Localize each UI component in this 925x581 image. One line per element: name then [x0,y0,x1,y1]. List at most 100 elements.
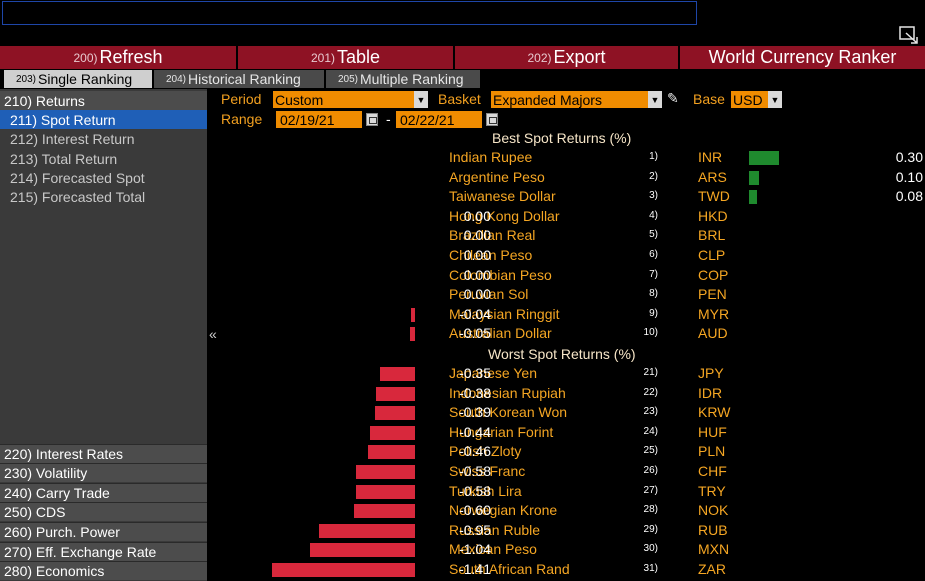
table-button[interactable]: 201) Table [238,46,455,69]
collapse-sidebar-icon[interactable]: « [209,326,217,342]
sidebar-item-cds[interactable]: 250) CDS [0,502,207,521]
rank-number: 9) [649,307,658,319]
positive-return-bar [749,151,779,165]
rank-number: 2) [649,170,658,182]
currency-code: JPY [698,365,724,381]
currency-name: Malaysian Ringgit [449,305,560,322]
ranking-row[interactable]: 4) Hong Kong Dollar HKD 0.00 [210,208,925,227]
sidebar-item-interest-return[interactable]: 212) Interest Return [10,130,135,147]
ranking-row[interactable]: 1) Indian Rupee INR 0.30 [210,149,925,168]
sidebar-item-forecasted-total[interactable]: 215) Forecasted Total [10,188,146,205]
chevron-down-icon: ▼ [648,91,662,108]
calendar-icon[interactable] [366,113,378,126]
ranking-row[interactable]: 27) Turkish Lira TRY -0.58 [210,483,925,502]
sidebar-item-economics[interactable]: 280) Economics [0,561,207,580]
return-value: -0.60 [459,502,491,519]
rank-number: 30) [643,543,658,555]
rank-number: 29) [643,523,658,535]
ranking-row[interactable]: 28) Norwegian Krone NOK -0.60 [210,502,925,521]
ranking-row[interactable]: 7) Colombian Peso COP 0.00 [210,267,925,286]
currency-name: Australian Dollar [449,325,552,342]
ranking-row[interactable]: 31) South African Rand ZAR -1.41 [210,561,925,580]
ranking-row[interactable]: 26) Swiss Franc CHF -0.58 [210,463,925,482]
sidebar-item-spot-return[interactable]: 211) Spot Return [0,110,207,129]
return-value: -0.95 [459,521,491,538]
currency-code: AUD [698,325,728,342]
ranking-row[interactable]: 10) Australian Dollar AUD -0.05 [210,325,925,344]
currency-code: TRY [698,482,726,499]
sidebar-item-purch-power[interactable]: 260) Purch. Power [0,522,207,541]
ranking-row[interactable]: 30) Mexican Peso MXN -1.04 [210,541,925,560]
period-dropdown[interactable]: Custom ▼ [273,91,428,108]
rank-number: 26) [643,465,658,476]
sidebar-item-volatility[interactable]: 230) Volatility [0,463,207,482]
calendar-icon[interactable] [486,113,498,126]
period-label: Period [221,91,262,107]
currency-name: Brazilian Real [449,227,536,244]
ranking-row[interactable]: 22) Indonesian Rupiah IDR -0.38 [210,385,925,404]
ranking-row[interactable]: 29) Russian Ruble RUB -0.95 [210,522,925,541]
range-end-input[interactable]: 02/22/21 [396,111,482,128]
ranking-row[interactable]: 3) Taiwanese Dollar TWD 0.08 [210,188,925,207]
currency-name: Argentine Peso [449,168,545,185]
ranking-row[interactable]: 21) Japanese Yen JPY -0.35 [210,365,925,384]
command-input[interactable] [3,2,696,24]
rank-number: 4) [649,209,658,221]
currency-name: Polish Zloty [449,443,522,460]
currency-name: Mexican Peso [449,541,537,558]
chevron-down-icon: ▼ [768,91,782,108]
return-value: -0.05 [459,325,491,342]
return-value: 0.10 [895,168,923,185]
currency-code: RUB [698,521,728,538]
negative-return-bar [368,445,415,460]
ranking-row[interactable]: 24) Hungarian Forint HUF -0.44 [210,424,925,443]
currency-code: NOK [698,502,729,519]
negative-return-bar [356,465,415,479]
return-value: -1.41 [459,561,491,577]
basket-dropdown[interactable]: Expanded Majors ▼ [491,91,662,108]
best-returns-title: Best Spot Returns (%) [492,130,632,146]
return-value: -0.39 [459,404,491,421]
currency-name: Hungarian Forint [449,423,554,440]
ranking-row[interactable]: 25) Polish Zloty PLN -0.46 [210,443,925,462]
tab-multiple-ranking[interactable]: 205) Multiple Ranking [326,70,480,88]
ranking-row[interactable]: 8) Peruvian Sol PEN 0.00 [210,286,925,305]
popout-window-icon[interactable] [898,25,920,45]
currency-code: INR [698,149,723,165]
tab-historical-ranking[interactable]: 204) Historical Ranking [154,70,324,88]
sidebar-item-interest-rates[interactable]: 220) Interest Rates [0,444,207,463]
negative-return-bar [309,543,415,558]
tab-single-ranking[interactable]: 203) Single Ranking [4,70,152,88]
command-line[interactable] [2,1,697,25]
app-title: World Currency Ranker [680,46,925,69]
ranking-row[interactable]: 6) Chilean Peso CLP 0.00 [210,247,925,266]
return-value: 0.08 [895,188,923,205]
ranking-row[interactable]: 23) South Korean Won KRW -0.39 [210,404,925,423]
base-currency-dropdown[interactable]: USD ▼ [731,91,782,108]
refresh-button[interactable]: 200) Refresh [0,46,238,69]
sidebar-item-total-return[interactable]: 213) Total Return [10,150,118,167]
negative-return-bar [379,367,415,381]
ranking-row[interactable]: 2) Argentine Peso ARS 0.10 [210,169,925,188]
currency-name: Indian Rupee [449,149,533,165]
return-value: -0.38 [459,384,491,401]
ranking-row[interactable]: 5) Brazilian Real BRL 0.00 [210,227,925,246]
ranking-row[interactable]: 9) Malaysian Ringgit MYR -0.04 [210,306,925,325]
sidebar-item-forecasted-spot[interactable]: 214) Forecasted Spot [10,169,145,186]
sidebar-item-returns[interactable]: 210) Returns [0,91,207,110]
rank-number: 28) [643,504,658,516]
range-separator: - [386,111,391,127]
range-start-input[interactable]: 02/19/21 [276,111,362,128]
export-button[interactable]: 202) Export [455,46,680,69]
rank-number: 27) [643,484,658,496]
currency-code: COP [698,266,729,283]
range-label: Range [221,111,263,127]
return-value: 0.00 [463,247,491,263]
sidebar-item-carry-trade[interactable]: 240) Carry Trade [0,483,207,502]
currency-name: Indonesian Rupiah [449,384,566,401]
return-value: 0.00 [463,286,491,303]
worst-returns-title: Worst Spot Returns (%) [488,346,636,362]
negative-return-bar [375,406,415,421]
edit-pencil-icon[interactable]: ✎ [667,90,679,106]
sidebar-item-eff-exchange-rate[interactable]: 270) Eff. Exchange Rate [0,542,207,561]
